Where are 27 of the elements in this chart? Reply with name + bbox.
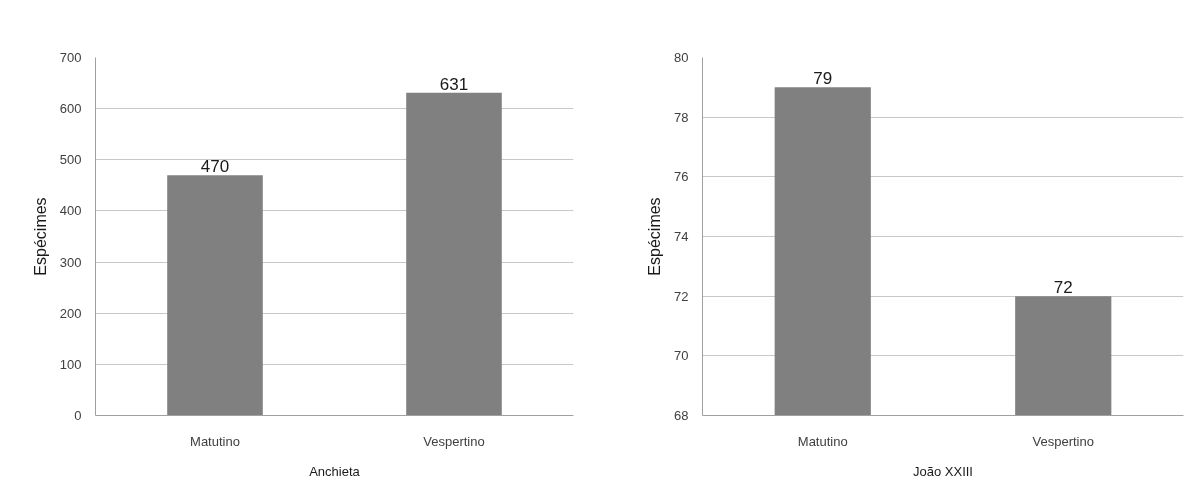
data-label: 79	[813, 69, 833, 89]
data-label: 631	[439, 74, 469, 94]
y-tick-label: 500	[59, 152, 82, 168]
y-tick-label: 68	[674, 408, 689, 423]
x-axis-title: Anchieta	[309, 463, 361, 479]
y-tick-label: 200	[59, 305, 82, 321]
y-axis-title: Espécimes	[646, 197, 664, 276]
y-tick-label: 0	[74, 408, 82, 423]
y-tick-label: 76	[674, 169, 689, 185]
y-axis-title: Espécimes	[31, 197, 49, 276]
x-axis-title: João XXIII	[913, 463, 973, 479]
data-label: 72	[1053, 278, 1073, 298]
y-tick-label: 70	[674, 348, 689, 364]
y-tick-label: 74	[674, 229, 689, 244]
data-label: 470	[200, 157, 230, 177]
y-tick-label: 80	[674, 50, 689, 65]
y-tick-label: 100	[59, 356, 82, 372]
x-tick-label: Matutino	[190, 433, 240, 449]
y-tick-label: 700	[59, 50, 82, 65]
y-tick-label: 78	[674, 109, 689, 125]
y-tick-label: 72	[674, 288, 689, 304]
x-tick-label: Vespertino	[423, 433, 485, 449]
y-tick-label: 300	[59, 254, 82, 270]
x-tick-label: Matutino	[797, 433, 848, 449]
y-tick-label: 600	[59, 101, 82, 117]
y-tick-label: 400	[59, 203, 82, 219]
x-tick-label: Vespertino	[1032, 433, 1094, 449]
